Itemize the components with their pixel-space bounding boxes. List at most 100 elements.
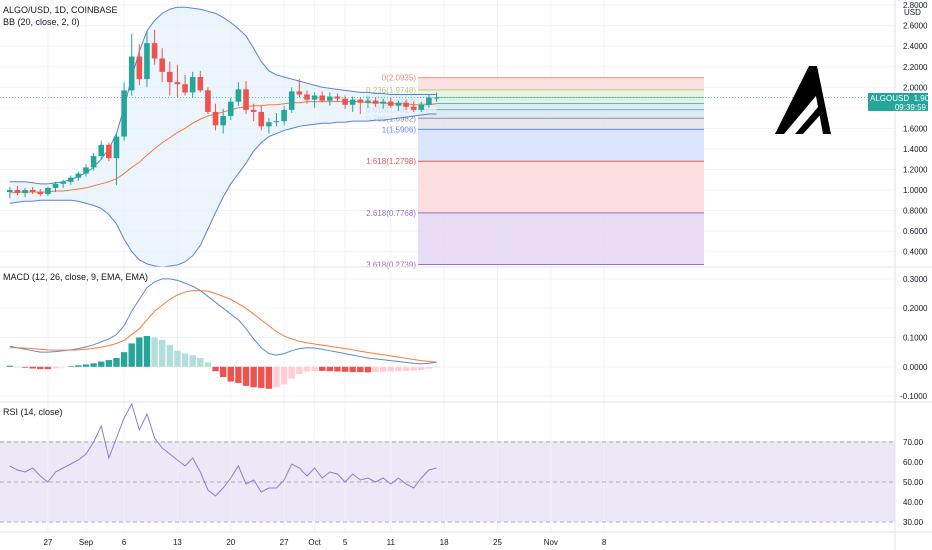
macd-histogram-bar	[296, 366, 303, 375]
candle-up[interactable]	[327, 92, 333, 106]
fib-zone	[418, 118, 704, 130]
rsi-legend[interactable]: RSI (14, close)	[3, 407, 63, 417]
candle-up[interactable]	[288, 87, 295, 113]
macd-histogram-bar	[334, 366, 341, 372]
candle-up[interactable]	[83, 164, 89, 177]
macd-histogram-bar	[143, 336, 151, 367]
symbol-title[interactable]: ALGO/USD, 1D, COINBASE	[3, 5, 118, 15]
price-tick-label: 1.6000	[903, 124, 928, 133]
candle-up[interactable]	[433, 92, 440, 102]
macd-histogram-bar	[288, 366, 295, 379]
macd-histogram-bar	[357, 366, 364, 373]
candle-body	[327, 96, 333, 101]
candle-down[interactable]	[403, 99, 409, 110]
candle-up[interactable]	[266, 118, 272, 134]
macd-histogram-bar	[402, 366, 410, 371]
candle-down[interactable]	[167, 61, 173, 96]
candle-down[interactable]	[151, 29, 158, 65]
candle-body	[29, 189, 36, 193]
candle-down[interactable]	[136, 44, 143, 86]
badge-symbol: ALGOUSD	[870, 94, 910, 103]
macd-histogram-bar	[52, 366, 59, 369]
macd-legend[interactable]: MACD (12, 26, close, 9, EMA, EMA)	[3, 272, 149, 282]
candle-up[interactable]	[349, 96, 356, 112]
bb-legend[interactable]: BB (20, close, 2, 0)	[3, 17, 80, 27]
time-tick-label: 11	[387, 538, 396, 547]
candle-up[interactable]	[395, 100, 402, 111]
candle-up[interactable]	[144, 30, 150, 88]
candle-down[interactable]	[296, 79, 303, 98]
candle-body	[311, 95, 318, 100]
macd-histogram-bar	[250, 366, 257, 388]
macd-histogram-bar	[227, 366, 234, 382]
candle-up[interactable]	[67, 175, 74, 185]
candle-down[interactable]	[357, 97, 364, 114]
candle-down[interactable]	[106, 142, 112, 162]
rsi-tick-label: 60.00	[903, 458, 924, 467]
candle-up[interactable]	[273, 112, 280, 127]
candle-down[interactable]	[174, 64, 181, 98]
candle-up[interactable]	[98, 140, 105, 160]
candle-down[interactable]	[304, 90, 310, 104]
candle-body	[14, 189, 21, 194]
candle-up[interactable]	[121, 82, 127, 141]
candle-body	[342, 98, 348, 105]
candles-layer[interactable]	[7, 29, 440, 199]
macd-histogram-bar	[174, 350, 181, 367]
macd-histogram-bar	[37, 366, 44, 370]
candle-up[interactable]	[220, 108, 226, 134]
candle-up[interactable]	[281, 105, 287, 126]
candle-up[interactable]	[113, 133, 120, 185]
candle-down[interactable]	[37, 188, 44, 197]
candle-down[interactable]	[212, 103, 219, 131]
macd-histogram-bar	[341, 366, 349, 372]
candle-down[interactable]	[29, 186, 36, 195]
macd-tick-label: 0.1000	[903, 334, 928, 343]
macd-histogram-bar	[258, 366, 265, 388]
candle-body	[372, 100, 379, 104]
price-tick-label: 2.6000	[903, 22, 928, 31]
candle-down[interactable]	[372, 97, 379, 107]
candle-up[interactable]	[311, 92, 318, 108]
candle-down[interactable]	[319, 91, 326, 103]
candle-down[interactable]	[250, 103, 257, 122]
candle-up[interactable]	[22, 187, 28, 198]
candle-up[interactable]	[380, 98, 386, 109]
candle-up[interactable]	[227, 97, 234, 121]
candle-up[interactable]	[235, 82, 242, 106]
candle-down[interactable]	[410, 101, 417, 112]
candle-down[interactable]	[14, 185, 21, 196]
macd-tick-label: -0.1000	[900, 392, 928, 401]
candle-up[interactable]	[7, 186, 13, 199]
candle-up[interactable]	[90, 153, 97, 171]
algorand-logo-icon	[775, 66, 831, 134]
candle-down[interactable]	[205, 87, 211, 114]
candle-up[interactable]	[45, 186, 51, 197]
candle-down[interactable]	[182, 74, 188, 96]
candle-up[interactable]	[52, 181, 59, 193]
time-tick-label: 25	[493, 538, 502, 547]
candle-down[interactable]	[197, 70, 204, 93]
price-tick-label: 2.0000	[903, 83, 928, 92]
candle-body	[136, 56, 143, 80]
candle-up[interactable]	[365, 96, 371, 108]
fib-level-label: 0(2.0935)	[382, 74, 417, 83]
candle-up[interactable]	[75, 171, 82, 181]
candle-down[interactable]	[388, 97, 394, 108]
candle-down[interactable]	[159, 48, 165, 83]
macd-histogram-bar	[181, 353, 189, 367]
candle-up[interactable]	[189, 71, 196, 98]
candle-up[interactable]	[60, 179, 66, 188]
price-tick-label: 1.4000	[903, 145, 928, 154]
macd-histogram-bar	[212, 366, 219, 372]
candle-down[interactable]	[334, 93, 341, 102]
candle-up[interactable]	[128, 33, 135, 96]
candle-down[interactable]	[258, 105, 265, 131]
candle-up[interactable]	[426, 94, 432, 108]
time-tick-label: 20	[226, 538, 235, 547]
macd-histogram-bar	[67, 366, 74, 367]
candle-body	[144, 43, 150, 80]
candle-body	[243, 89, 249, 110]
candle-up[interactable]	[418, 101, 425, 112]
